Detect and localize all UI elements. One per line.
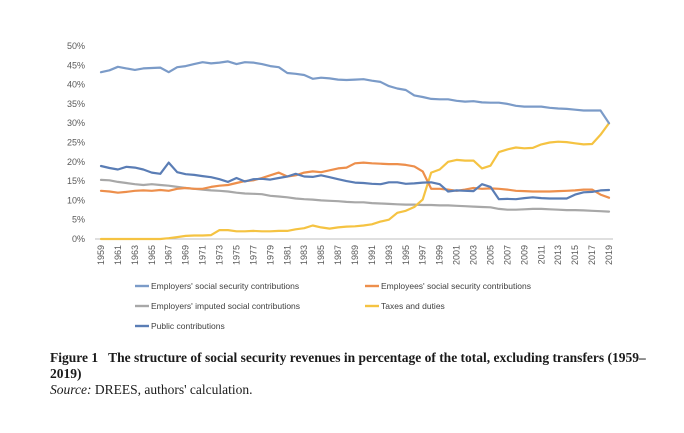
x-tick-label: 1965 — [147, 245, 157, 265]
y-axis: 0% 5% 10% 15% 20% 25% 30% 35% 40% 45% 50% — [67, 41, 85, 244]
x-tick-label: 1991 — [367, 245, 377, 265]
legend-label-employers-social-security-contributions: Employers' social security contributions — [151, 281, 299, 291]
x-tick-label: 1981 — [282, 245, 292, 265]
source-text: DREES, authors' calculation. — [91, 382, 253, 397]
y-tick-label: 50% — [67, 41, 85, 51]
figure-title: The structure of social security revenue… — [50, 350, 646, 381]
x-tick-label: 1975 — [231, 245, 241, 265]
legend-label-public-contributions: Public contributions — [151, 321, 225, 331]
x-tick-label: 1963 — [130, 245, 140, 265]
legend-label-employees-social-security-contributions: Employees' social security contributions — [381, 281, 531, 291]
x-tick-label: 1999 — [435, 245, 445, 265]
line-chart: 0% 5% 10% 15% 20% 25% 30% 35% 40% 45% 50% 1959 1961… — [67, 41, 614, 331]
x-tick-label: 1983 — [299, 245, 309, 265]
x-axis: 1959 1961 1963 1965 1967 1969 1971 1973 1975 1977… — [96, 245, 614, 265]
legend-label-taxes-and-duties: Taxes and duties — [381, 301, 445, 311]
series-line-public-contributions — [99, 161, 611, 201]
x-tick-label: 2013 — [553, 245, 563, 265]
x-tick-label: 1979 — [265, 245, 275, 265]
x-tick-label: 2017 — [587, 245, 597, 265]
x-tick-label: 2001 — [452, 245, 462, 265]
x-tick-label: 1967 — [164, 245, 174, 265]
y-tick-label: 25% — [67, 138, 85, 148]
series-line-employers-social-security-contributions — [99, 60, 611, 125]
x-tick-label: 2003 — [469, 245, 479, 265]
legend: Employers' social security contributions… — [135, 281, 531, 331]
figure-caption: Figure 1 The structure of social security… — [50, 350, 650, 398]
series-line-taxes-and-duties — [99, 122, 611, 241]
x-tick-label: 1969 — [181, 245, 191, 265]
series-line-employers-imputed-social-contributions — [99, 178, 611, 213]
x-tick-label: 1993 — [384, 245, 394, 265]
x-tick-label: 1973 — [215, 245, 225, 265]
series-line-employees-social-security-contributions — [99, 161, 611, 199]
y-tick-label: 40% — [67, 80, 85, 90]
y-tick-label: 35% — [67, 99, 85, 109]
x-tick-label: 2007 — [502, 245, 512, 265]
x-tick-label: 1959 — [96, 245, 106, 265]
y-tick-label: 15% — [67, 176, 85, 186]
x-tick-label: 2019 — [604, 245, 614, 265]
x-tick-label: 1985 — [316, 245, 326, 265]
y-tick-label: 10% — [67, 195, 85, 205]
x-tick-label: 1989 — [350, 245, 360, 265]
x-tick-label: 1987 — [333, 245, 343, 265]
x-tick-label: 1997 — [418, 245, 428, 265]
source-label: Source: — [50, 382, 92, 397]
x-tick-label: 1977 — [248, 245, 258, 265]
x-tick-label: 1961 — [113, 245, 123, 265]
x-tick-label: 2015 — [570, 245, 580, 265]
x-tick-label: 1971 — [198, 245, 208, 265]
x-tick-label: 1995 — [401, 245, 411, 265]
y-tick-label: 0% — [72, 234, 85, 244]
y-tick-label: 20% — [67, 157, 85, 167]
y-tick-label: 5% — [72, 215, 85, 225]
y-tick-label: 30% — [67, 118, 85, 128]
y-tick-label: 45% — [67, 60, 85, 70]
x-tick-label: 2005 — [485, 245, 495, 265]
x-tick-label: 2009 — [519, 245, 529, 265]
legend-label-employers-imputed-social-contributions: Employers' imputed social contributions — [151, 301, 300, 311]
figure-label: Figure 1 — [50, 350, 99, 365]
x-tick-label: 2011 — [536, 245, 546, 264]
series-lines — [99, 60, 611, 241]
